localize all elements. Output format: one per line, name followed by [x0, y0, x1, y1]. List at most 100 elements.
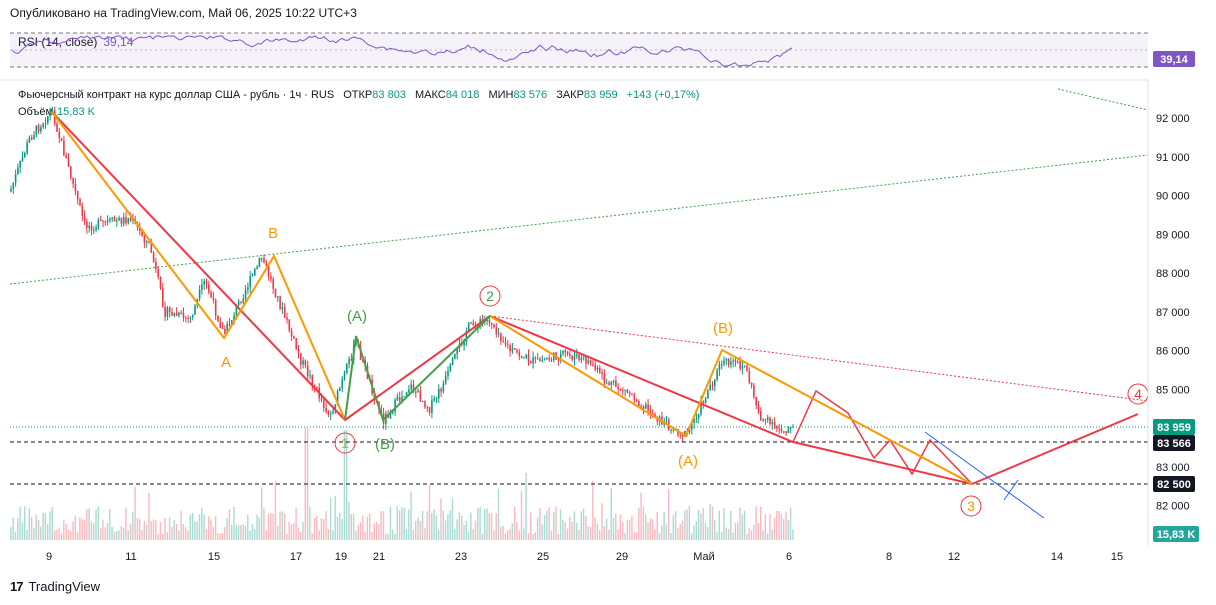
candle-body	[256, 266, 258, 269]
candle-body	[392, 411, 394, 414]
volume-bar	[224, 526, 226, 540]
volume-bar	[37, 520, 40, 540]
candle-body	[316, 387, 318, 389]
candle-body	[578, 354, 580, 360]
volume-bar	[106, 522, 109, 540]
candle-body	[456, 348, 458, 355]
candle-body	[290, 330, 293, 337]
time-axis[interactable]: 9 11 15 17 19 21 23 25 29 Май 6 8 12 14 15	[46, 551, 1123, 563]
volume-bar	[513, 506, 516, 540]
candle-body	[311, 375, 314, 387]
candle-body	[380, 409, 383, 413]
candle-body	[704, 398, 707, 404]
price-axis[interactable]: 92 000 91 000 90 000 89 000 88 000 87 000 86 0…	[1156, 113, 1190, 513]
candle-body	[536, 358, 539, 360]
volume-bar	[67, 529, 70, 540]
green-dotted-trendline	[9, 154, 1149, 285]
volume-bar	[672, 515, 674, 540]
wave-label-red-2: 2	[486, 288, 494, 304]
candle-body	[219, 321, 222, 329]
volume-bar	[527, 533, 530, 540]
candle-body	[727, 358, 730, 365]
candle-body	[93, 229, 95, 231]
candle-body	[401, 396, 403, 401]
volume-bar	[332, 530, 334, 540]
candle-body	[148, 240, 150, 242]
volume-bar	[254, 529, 256, 540]
y-tick-label: 92 000	[1156, 113, 1190, 125]
candle-body	[258, 258, 261, 267]
candle-body	[723, 360, 725, 365]
candle-body	[235, 305, 238, 316]
candle-body	[332, 411, 334, 414]
volume-bar	[405, 529, 408, 540]
volume-bar	[622, 522, 624, 540]
volume-bar	[134, 486, 136, 540]
candle-body	[647, 404, 649, 411]
volume-bar	[313, 518, 316, 540]
candle-body	[500, 333, 502, 342]
volume-bar	[603, 526, 605, 540]
volume-bar	[536, 517, 539, 540]
volume-bar	[28, 508, 30, 540]
volume-bar	[297, 527, 300, 540]
volume-bar	[17, 518, 19, 540]
volume-bar	[265, 530, 267, 540]
volume-bar	[564, 522, 566, 540]
candle-body	[221, 328, 224, 330]
volume-bar	[249, 530, 251, 540]
volume-bar	[573, 511, 576, 540]
candle-body	[766, 417, 769, 421]
volume-bar	[26, 529, 28, 540]
candle-body	[605, 382, 608, 384]
volume-bar	[647, 522, 649, 540]
candle-body	[743, 365, 746, 367]
volume-bar	[707, 527, 709, 540]
volume-bar	[463, 524, 465, 540]
volume-bar	[129, 524, 132, 540]
candle-body	[785, 431, 787, 434]
x-tick-label: 29	[616, 551, 628, 563]
volume-bar	[484, 509, 486, 540]
candle-body	[472, 322, 475, 326]
volume-bar	[364, 531, 366, 540]
volume-bar	[642, 506, 645, 540]
candle-body	[191, 314, 194, 318]
green-abc-wave	[344, 315, 491, 422]
volume-bar	[589, 526, 592, 540]
volume-bar	[431, 512, 433, 540]
volume-bar	[566, 528, 569, 540]
candle-body	[373, 393, 376, 400]
volume-bar	[743, 510, 746, 540]
volume-bar	[366, 516, 369, 540]
rsi-badge	[1153, 51, 1195, 67]
candle-body	[576, 354, 578, 357]
candle-body	[194, 305, 196, 315]
wave-label-red-1: 1	[341, 435, 349, 451]
volume-bar	[12, 517, 14, 540]
volume-bar	[741, 514, 743, 540]
candle-body	[753, 385, 755, 398]
wave-circle-1	[334, 432, 356, 454]
candle-body	[350, 359, 353, 361]
candle-body	[120, 217, 123, 224]
volume-bar	[42, 512, 44, 540]
candle-body	[44, 122, 47, 124]
candle-body	[182, 312, 185, 318]
candle-body	[396, 397, 399, 400]
volume-bar	[152, 519, 155, 540]
volume-bar	[102, 519, 104, 540]
candle-body	[254, 268, 256, 276]
candle-body	[274, 288, 277, 298]
candle-body	[394, 399, 396, 412]
volume-bar	[127, 530, 129, 540]
candle-body	[615, 380, 617, 387]
volume-bar	[645, 514, 647, 540]
volume-bar	[40, 526, 42, 540]
volume-bar	[171, 527, 173, 540]
level-82500-badge-text: 82 500	[1157, 479, 1191, 491]
volume-bar	[189, 514, 191, 540]
volume-bar	[251, 523, 254, 540]
volume-legend: Объём 15,83 K	[18, 106, 95, 118]
